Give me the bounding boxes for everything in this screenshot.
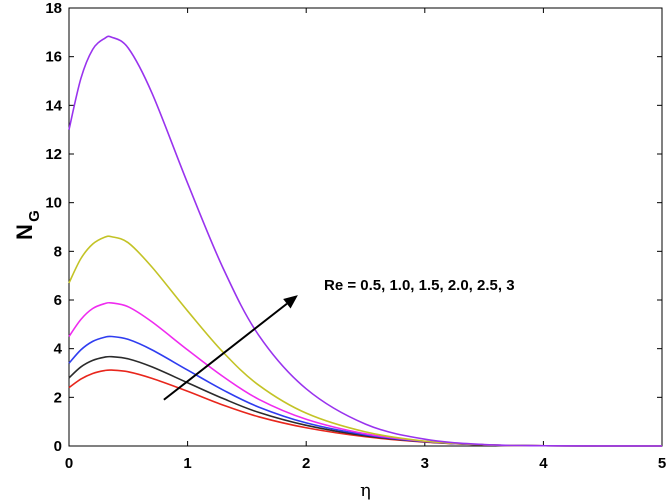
annotation-arrow-line bbox=[163, 302, 288, 401]
y-tick-label: 12 bbox=[45, 146, 62, 163]
y-axis-title: N G bbox=[12, 210, 43, 240]
y-tick-label: 8 bbox=[54, 243, 62, 260]
x-tick-label: 4 bbox=[539, 455, 548, 472]
y-axis-title-main: N bbox=[12, 224, 37, 240]
annotation-label: Re = 0.5, 1.0, 1.5, 2.0, 2.5, 3 bbox=[324, 277, 515, 294]
annotation-layer: Re = 0.5, 1.0, 1.5, 2.0, 2.5, 3 bbox=[163, 277, 515, 401]
x-tick-label: 3 bbox=[421, 455, 429, 472]
annotation-arrow-head bbox=[283, 295, 298, 309]
x-tick-label: 1 bbox=[183, 455, 191, 472]
x-tick-label: 0 bbox=[65, 455, 73, 472]
y-axis-ticks: 0 2 4 6 8 10 12 14 16 18 bbox=[45, 0, 662, 455]
y-tick-label: 6 bbox=[54, 292, 62, 309]
y-tick-label: 18 bbox=[45, 0, 62, 17]
y-tick-label: 16 bbox=[45, 49, 62, 66]
x-axis-ticks: 0 1 2 3 4 5 bbox=[65, 8, 666, 472]
y-tick-label: 14 bbox=[45, 97, 62, 114]
series-layer bbox=[68, 35, 663, 447]
y-tick-label: 2 bbox=[54, 389, 62, 406]
y-axis-title-subscript: G bbox=[26, 210, 43, 222]
y-tick-label: 0 bbox=[54, 438, 62, 455]
x-tick-label: 5 bbox=[658, 455, 666, 472]
series-line-6 bbox=[68, 35, 663, 447]
y-tick-label: 10 bbox=[45, 195, 62, 212]
x-axis-title: η bbox=[360, 480, 371, 501]
y-tick-label: 4 bbox=[54, 341, 63, 358]
x-tick-label: 2 bbox=[302, 455, 310, 472]
